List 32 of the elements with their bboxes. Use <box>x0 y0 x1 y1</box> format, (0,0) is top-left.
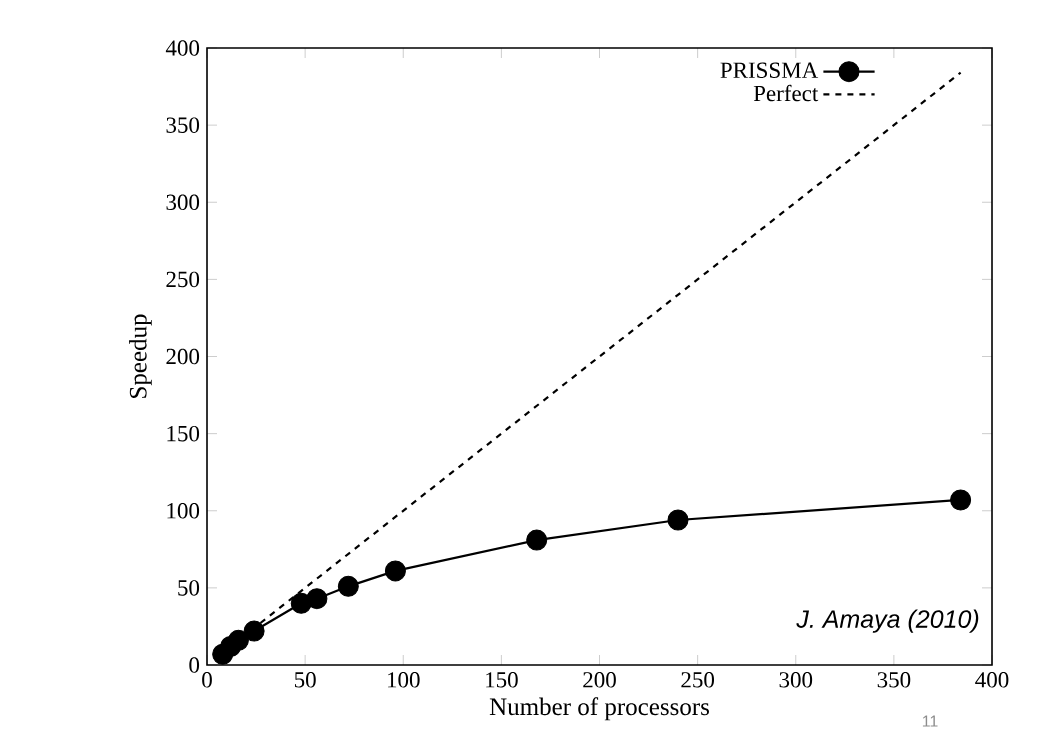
annotation: J. Amaya (2010) <box>796 609 979 633</box>
y-tick-label: 0 <box>189 657 200 673</box>
point <box>227 629 249 651</box>
x-tick-label: 150 <box>486 672 518 688</box>
y-tick-label: 200 <box>166 348 200 365</box>
point <box>306 588 328 610</box>
x-axis-title: Number of processors <box>489 697 709 721</box>
y-axis-title: Speedup <box>129 314 152 398</box>
point <box>243 620 265 642</box>
point <box>526 529 548 551</box>
point <box>667 509 689 531</box>
text: 11 <box>922 715 938 727</box>
x-tick-label: 200 <box>583 672 616 688</box>
y-tick-label: 300 <box>166 194 200 211</box>
y-tick-label: 100 <box>167 503 200 519</box>
x-tick-label: 400 <box>975 672 1009 688</box>
y-tick-label: 50 <box>178 580 200 596</box>
point <box>337 575 359 597</box>
x-tick-label: 350 <box>877 672 911 688</box>
legend-label: PRISSMA <box>720 62 819 79</box>
x-tick-label: 100 <box>388 672 420 688</box>
x-tick-label: 300 <box>779 672 813 688</box>
y-tick-label: 150 <box>167 425 200 442</box>
x-tick-label: 50 <box>294 672 316 688</box>
legend-label: Perfect <box>753 84 819 102</box>
x-tick-label: 0 <box>202 672 212 688</box>
x-tick-label: 250 <box>681 672 715 688</box>
point <box>384 560 406 582</box>
y-tick-label: 400 <box>165 40 200 56</box>
point <box>950 489 972 511</box>
y-tick-label: 250 <box>166 271 200 288</box>
y-tick-label: 350 <box>166 117 200 133</box>
